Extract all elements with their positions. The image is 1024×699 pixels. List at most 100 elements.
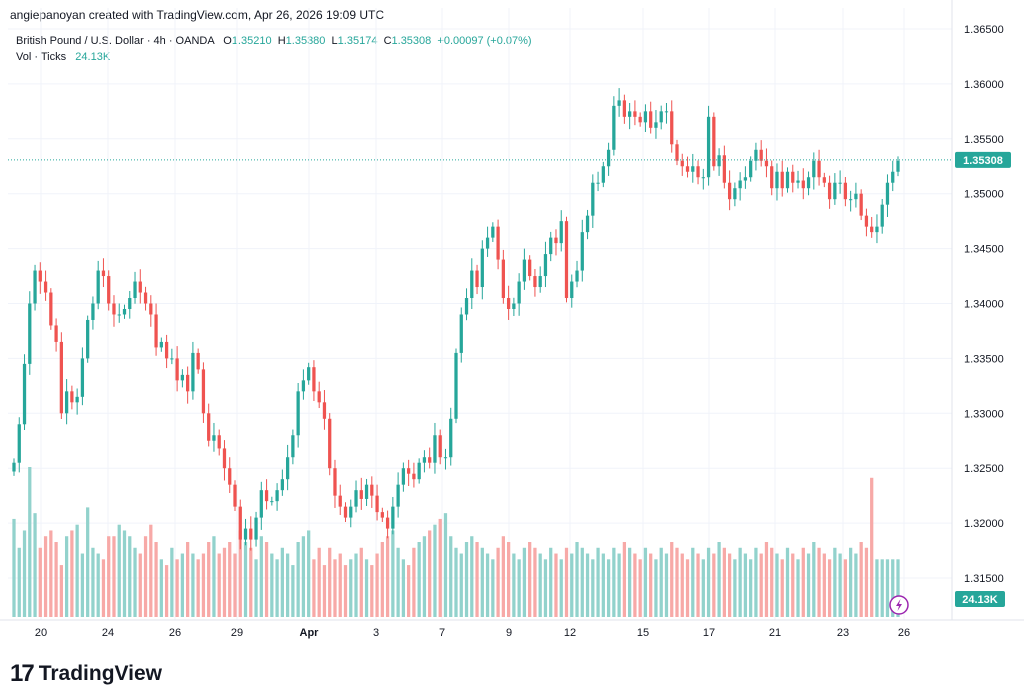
candle-body (791, 171, 795, 183)
candle-body (349, 506, 353, 518)
volume-bar (696, 553, 700, 617)
candle-body (764, 160, 769, 167)
candle-body (585, 215, 590, 233)
candle-body (107, 276, 111, 304)
volume-bar (822, 553, 826, 617)
price-chart[interactable]: 1.36500 1.36000 1.35500 1.35000 1.34500 1.340… (0, 0, 1024, 650)
candle-body (86, 319, 90, 359)
volume-bar (591, 559, 595, 617)
candle-body (133, 281, 137, 299)
volume-bar (701, 559, 705, 617)
lightning-icon[interactable] (889, 595, 909, 615)
candle-body (280, 479, 284, 491)
volume-bar (359, 547, 363, 617)
volume-bar (770, 547, 774, 617)
volume-bar (401, 559, 406, 617)
candle-body (806, 177, 811, 189)
open-label: O (223, 35, 232, 47)
candle-body (375, 495, 379, 513)
price-tick-label: 1.34000 (964, 299, 1004, 311)
candle-body (743, 177, 748, 181)
candle-body (659, 111, 663, 123)
close-value: 1.35308 (391, 35, 432, 47)
volume-bar (49, 530, 53, 617)
volume-bar (749, 559, 753, 617)
volume-bar (307, 530, 311, 617)
price-tick-label: 1.32000 (964, 518, 1004, 530)
volume-bar (449, 536, 453, 617)
volume-bar (675, 547, 679, 617)
volume-bar (849, 547, 853, 617)
volume-bar (796, 559, 800, 617)
candle-body (843, 182, 848, 200)
candle-body (112, 303, 116, 315)
candle-body (164, 341, 169, 359)
volume-value: 24.13K (75, 51, 111, 63)
candle-body (475, 270, 479, 288)
candle-body (480, 248, 484, 288)
candle-body (312, 367, 316, 392)
candle-body (759, 149, 763, 161)
volume-bar (28, 467, 32, 617)
candle-body (591, 182, 595, 216)
candle-body (228, 468, 232, 485)
volume-bar (222, 547, 227, 617)
volume-bar (12, 518, 16, 617)
volume-bar (885, 559, 890, 617)
volume-bar (149, 524, 153, 617)
time-tick-label: 24 (102, 627, 114, 639)
volume-bar (96, 553, 100, 617)
volume-bar (575, 542, 579, 617)
candle-body (859, 193, 863, 216)
tradingview-logo-icon: 17 (10, 660, 35, 687)
volume-bar (880, 559, 884, 617)
candle-body (506, 298, 511, 309)
candle-body (633, 111, 637, 117)
volume-tag: 24.13K (955, 591, 1005, 607)
volume-bar (191, 553, 195, 617)
volume-bar (238, 530, 242, 617)
volume-bar (396, 547, 400, 617)
candle-body (517, 281, 521, 304)
volume-bar (733, 559, 737, 617)
candle-body (564, 221, 569, 299)
time-tick-label: 20 (35, 627, 47, 639)
volume-bar (506, 542, 511, 617)
volume-bar (128, 536, 132, 617)
candle-body (733, 188, 737, 200)
candle-body (896, 160, 900, 172)
candle-body (496, 226, 500, 260)
candle-body (617, 100, 621, 106)
volume-bar (280, 547, 284, 617)
legend-ohlc-row: British Pound / U.S. Dollar · 4h · OANDA… (16, 33, 532, 49)
volume-bar (175, 559, 179, 617)
candle-body (343, 506, 348, 518)
volume-bar (628, 547, 632, 617)
time-axis[interactable]: 20 24 26 29 Apr 3 7 9 12 15 17 21 23 26 (35, 627, 910, 639)
symbol-label[interactable]: British Pound / U.S. Dollar · 4h · OANDA (16, 35, 215, 47)
volume-bar (349, 559, 353, 617)
price-axis[interactable]: 1.36500 1.36000 1.35500 1.35000 1.34500 1.340… (964, 24, 1004, 585)
volume-bar (101, 559, 106, 617)
candle-body (801, 180, 805, 189)
candle-body (359, 490, 363, 499)
candle-body (354, 490, 358, 507)
candle-body (264, 490, 269, 502)
volume-bar (738, 547, 742, 617)
chart-legend: British Pound / U.S. Dollar · 4h · OANDA… (16, 33, 532, 65)
time-tick-label: Apr (300, 627, 320, 639)
candle-body (643, 111, 648, 123)
candle-body (885, 182, 890, 205)
chart-grid (8, 8, 952, 620)
volume-bar (317, 547, 321, 617)
candle-body (22, 363, 27, 425)
volume-bar (664, 553, 669, 617)
candle-body (191, 352, 195, 392)
volume-bar (717, 542, 721, 617)
tradingview-logo[interactable]: 17 TradingView (10, 660, 162, 688)
time-tick-label: 12 (564, 627, 576, 639)
candle-body (443, 457, 448, 459)
candle-body (670, 111, 674, 145)
volume-bar (601, 553, 605, 617)
volume-bar (706, 547, 711, 617)
